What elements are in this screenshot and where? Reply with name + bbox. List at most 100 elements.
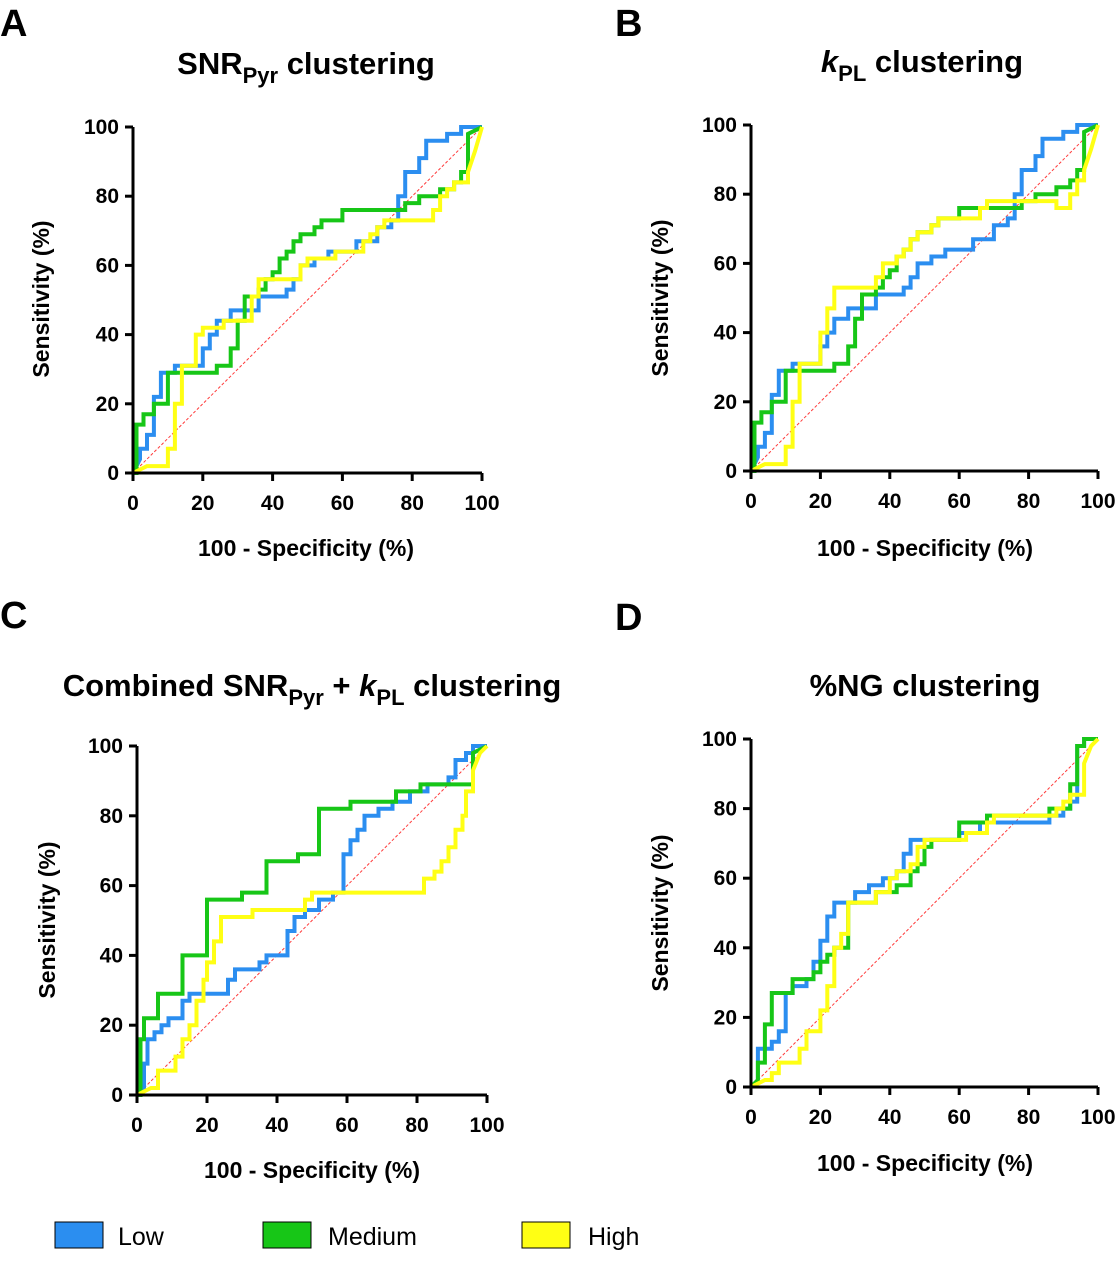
panel-c-title-main: Combined SNR [63, 668, 289, 703]
panel-c-y-tick-label: 100 [88, 735, 123, 758]
panel-b-y-axis-label: Sensitivity (%) [647, 219, 673, 376]
panel-a-x-tick-label: 40 [261, 492, 284, 515]
panel-d-x-tick-label: 60 [948, 1106, 971, 1129]
panel-b-series-low [749, 123, 1098, 472]
panel-d-x-tick-label: 100 [1080, 1106, 1115, 1129]
panel-a-title-tail: clustering [278, 46, 435, 81]
panel-d-y-tick-label: 40 [714, 937, 737, 960]
panel-d-series-medium [749, 737, 1098, 1089]
panel-d-reference-line [750, 738, 1099, 1088]
panel-a-y-tick-label: 0 [107, 462, 119, 485]
panel-a-y-tick-label: 40 [96, 324, 119, 347]
panel-d-y-tick-label: 100 [702, 728, 737, 751]
panel-a-title: SNRPyr clustering [177, 46, 435, 88]
panel-a-y-axis-label: Sensitivity (%) [28, 220, 54, 377]
panel-b-x-tick-label: 60 [948, 490, 971, 513]
panel-c-series-high [136, 744, 489, 1097]
panel-b-y-tick-label: 60 [714, 252, 737, 275]
panel-d-letter: D [615, 597, 642, 639]
panel-b-title: kPL clustering [821, 44, 1023, 86]
panel-c-x-tick-label: 40 [265, 1114, 288, 1137]
legend-item-low: Low [54, 1221, 165, 1251]
panel-d-y-tick-label: 20 [714, 1006, 737, 1029]
panel-b-y-tick-label: 100 [702, 114, 737, 137]
panel-c-letter: C [0, 595, 27, 637]
panel-a-plot: 0 20 40 60 80 100 0 20 40 60 80 100 [84, 116, 500, 515]
panel-c-x-axis-label: 100 - Specificity (%) [204, 1157, 420, 1183]
panel-c-x-tick-label: 100 [469, 1114, 504, 1137]
panel-b-x-tick-label: 80 [1017, 490, 1040, 513]
legend-label-medium: Medium [328, 1223, 417, 1251]
panel-b-title-tail: clustering [866, 44, 1023, 79]
panel-c-series-low [135, 744, 487, 1097]
legend-label-high: High [588, 1223, 639, 1251]
panel-a-x-tick-label: 60 [331, 492, 354, 515]
panel-c-y-tick-label: 20 [100, 1014, 123, 1037]
panel-a-y-tick-label: 80 [96, 185, 119, 208]
panel-a-title-sub: Pyr [243, 63, 279, 88]
legend-item-medium: Medium [262, 1221, 417, 1251]
panel-b-x-axis-label: 100 - Specificity (%) [817, 535, 1033, 561]
panel-c-y-tick-label: 40 [100, 944, 123, 967]
panel-d-x-tick-label: 80 [1017, 1106, 1040, 1129]
panel-b-plot: 0 20 40 60 80 100 0 20 40 60 80 100 [702, 114, 1116, 513]
panel-a-title-main: SNR [177, 46, 242, 81]
legend: Low Medium High [54, 1221, 639, 1251]
panel-c-title-mid: + [324, 668, 359, 703]
panel-b-reference-line [750, 124, 1099, 472]
panel-b: B kPL clustering 100 - Specificity (%) S… [615, 3, 1116, 561]
panel-b-series-high [750, 124, 1100, 473]
panel-a-x-tick-label: 20 [191, 492, 214, 515]
legend-item-high: High [521, 1221, 639, 1251]
panel-d-y-axis-label: Sensitivity (%) [647, 834, 673, 991]
panel-a-x-tick-label: 0 [127, 492, 139, 515]
panel-a-letter: A [0, 3, 27, 45]
legend-swatch-medium [262, 1221, 312, 1249]
panel-c-title-tail: clustering [405, 668, 562, 703]
panel-c: C Combined SNRPyr + kPL clustering 100 -… [0, 595, 561, 1183]
panel-a-y-tick-label: 20 [96, 393, 119, 416]
panel-b-x-tick-label: 40 [878, 490, 901, 513]
panel-d-plot: 0 20 40 60 80 100 0 20 40 60 80 100 [702, 728, 1116, 1129]
panel-d-y-tick-label: 80 [714, 798, 737, 821]
panel-d-title-main: %NG clustering [810, 668, 1041, 703]
panel-c-series-medium [137, 744, 488, 1097]
panel-a-x-tick-label: 100 [464, 492, 499, 515]
panel-b-letter: B [615, 3, 642, 45]
panel-b-x-tick-label: 0 [745, 490, 757, 513]
panel-a-x-axis-label: 100 - Specificity (%) [198, 535, 414, 561]
legend-swatch-high [521, 1221, 571, 1249]
panel-c-x-tick-label: 80 [405, 1114, 428, 1137]
panel-b-x-tick-label: 100 [1080, 490, 1115, 513]
panel-b-y-tick-label: 0 [725, 460, 737, 483]
legend-swatch-low [54, 1221, 104, 1249]
panel-c-x-tick-label: 20 [195, 1114, 218, 1137]
panel-a-x-tick-label: 80 [401, 492, 424, 515]
panel-c-y-tick-label: 60 [100, 875, 123, 898]
panel-c-x-tick-label: 0 [131, 1114, 143, 1137]
panel-c-title-sub: Pyr [288, 685, 324, 710]
panel-b-title-sub: PL [838, 61, 866, 86]
panel-c-title-sub2: PL [376, 685, 404, 710]
panel-d-y-tick-label: 60 [714, 867, 737, 890]
panel-d-x-axis-label: 100 - Specificity (%) [817, 1150, 1033, 1176]
panel-a-series-medium [133, 125, 483, 475]
panel-d-y-tick-label: 0 [725, 1076, 737, 1099]
panel-d-title: %NG clustering [810, 668, 1041, 703]
panel-b-y-tick-label: 40 [714, 322, 737, 345]
panel-c-title: Combined SNRPyr + kPL clustering [63, 668, 562, 710]
panel-a-y-tick-label: 100 [84, 116, 119, 139]
panel-d-x-tick-label: 0 [745, 1106, 757, 1129]
panel-c-y-tick-label: 0 [111, 1084, 123, 1107]
panel-d-series-low [749, 737, 1098, 1089]
panel-c-y-tick-label: 80 [100, 805, 123, 828]
panel-d-x-tick-label: 40 [878, 1106, 901, 1129]
panel-b-x-tick-label: 20 [809, 490, 832, 513]
panel-a-y-tick-label: 60 [96, 254, 119, 277]
legend-label-low: Low [118, 1223, 165, 1251]
panel-d: D %NG clustering 100 - Specificity (%) S… [615, 597, 1116, 1176]
panel-c-title-main2: k [359, 668, 378, 703]
panel-a-reference-line [132, 126, 483, 474]
panel-c-x-tick-label: 60 [335, 1114, 358, 1137]
panel-d-series-high [750, 737, 1100, 1089]
